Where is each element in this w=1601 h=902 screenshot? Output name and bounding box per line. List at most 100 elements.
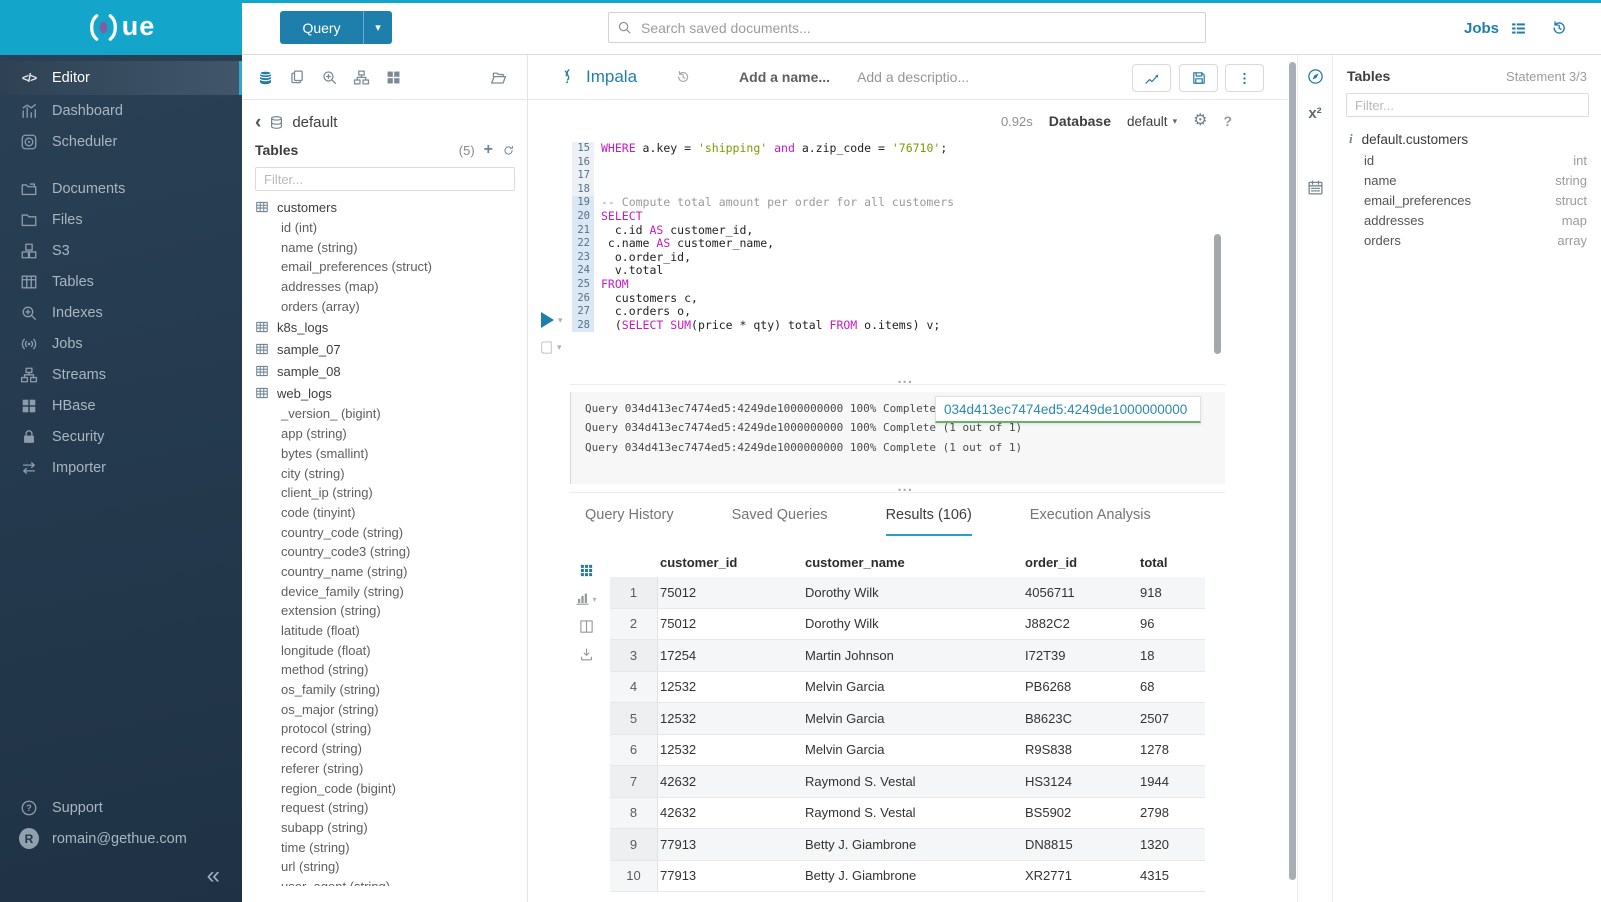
tab-execution-analysis[interactable]: Execution Analysis [1029,507,1151,523]
table-row[interactable]: sample_07 [255,338,527,360]
sidebar-item-files[interactable]: Files [0,204,242,235]
search-input[interactable] [639,18,1197,37]
sidebar-item-s3[interactable]: S3 [0,235,242,266]
column-item[interactable]: protocol (string) [281,721,372,737]
column-row[interactable]: id int [1333,150,1601,170]
query-name-field[interactable]: Add a name... [739,69,831,85]
presentation-mode-button[interactable]: ▾ [539,340,562,355]
column-row[interactable]: name string [1333,170,1601,190]
sidebar-collapse-button[interactable]: « [206,862,220,889]
column-header[interactable]: total [1140,554,1168,570]
column-item[interactable]: id (int) [281,220,318,235]
table-row[interactable]: 7 42632 Raymond S. Vestal HS3124 1944 [610,766,1205,798]
table-row[interactable]: k8s_logs [255,316,527,338]
column-header[interactable]: customer_id [660,554,738,570]
sidebar-user[interactable]: R romain@gethue.com [0,823,242,854]
sidebar-item-hbase[interactable]: HBase [0,390,242,421]
query-id-popover[interactable]: 034d413ec7474ed5:4249de1000000000 [935,396,1201,423]
column-item[interactable]: city (string) [281,465,345,481]
new-query-button[interactable]: Query ▾ [280,11,392,44]
column-item[interactable]: longitude (float) [281,642,371,658]
sidebar-item-scheduler[interactable]: Scheduler [0,126,242,157]
results-splitter[interactable]: ... [570,478,1225,495]
jobs-link[interactable]: Jobs [1463,19,1499,37]
table-row[interactable]: 2 75012 Dorothy Wilk J882C2 96 [610,608,1205,640]
right-filter-input[interactable] [1346,93,1589,117]
table-row[interactable]: 8 42632 Raymond S. Vestal BS5902 2798 [610,797,1205,829]
column-item[interactable]: country_code3 (string) [281,544,411,560]
editor-code[interactable]: WHERE a.key = 'shipping' and a.zip_code … [601,141,1203,332]
chartbars-icon[interactable]: ▾ [575,591,597,606]
splitter-handle-icon[interactable]: ... [897,478,914,495]
column-item[interactable]: _version_ (bigint) [281,406,381,422]
column-item[interactable]: code (tinyint) [281,504,356,520]
jobs-list-icon[interactable] [1510,20,1527,37]
save-button[interactable] [1179,64,1218,92]
column-item[interactable]: orders (array) [281,298,360,314]
active-table-name[interactable]: default.customers [1361,131,1469,147]
query-history-icon[interactable] [675,69,691,85]
query-button-label[interactable]: Query [302,19,341,36]
copy-icon[interactable] [289,69,306,86]
column-header[interactable]: order_id [1025,554,1078,570]
grid4-icon[interactable] [385,69,402,86]
column-row[interactable]: addresses map [1333,211,1601,231]
table-row[interactable]: web_logs [255,382,527,404]
column-row[interactable]: orders array [1333,231,1601,251]
sidebar-item-importer[interactable]: Importer [0,452,242,483]
column-item[interactable]: record (string) [281,741,362,757]
table-row[interactable]: 3 17254 Martin Johnson I72T39 18 [610,640,1205,672]
calendar-icon[interactable] [1307,179,1324,196]
tab-results-106-[interactable]: Results (106) [885,507,972,536]
grid9-icon[interactable] [579,563,594,578]
docs-icon[interactable]: undefined [1307,142,1324,159]
column-item[interactable]: name (string) [281,239,358,255]
column-item[interactable]: region_code (bigint) [281,780,396,796]
settings-gear-icon[interactable]: ⚙ [1193,112,1208,129]
refresh-icon[interactable] [502,144,515,157]
table-row[interactable]: 10 77913 Betty J. Giambrone XR2771 4315 [610,860,1205,892]
add-table-icon[interactable]: + [483,141,493,158]
main-scrollbar[interactable] [1289,62,1296,880]
column-item[interactable]: email_preferences (struct) [281,259,432,275]
sidebar-item-security[interactable]: Security [0,421,242,452]
column-item[interactable]: bytes (smallint) [281,445,369,461]
global-search[interactable] [608,12,1206,43]
tab-saved-queries[interactable]: Saved Queries [731,507,828,523]
column-item[interactable]: request (string) [281,800,369,816]
column-item[interactable]: app (string) [281,426,347,442]
sitemap-icon[interactable] [353,69,370,86]
execute-button[interactable]: ▾ [541,312,563,328]
db-icon[interactable] [257,69,274,86]
table-row[interactable]: 6 12532 Melvin Garcia R9S838 1278 [610,734,1205,766]
sidebar-item-streams[interactable]: Streams [0,359,242,390]
column-item[interactable]: device_family (string) [281,583,404,599]
tab-query-history[interactable]: Query History [585,507,674,523]
hue-logo[interactable]: ue [0,0,242,55]
column-item[interactable]: method (string) [281,662,369,678]
table-row[interactable]: sample_08 [255,360,527,382]
column-item[interactable]: referer (string) [281,760,364,776]
query-description-field[interactable]: Add a descriptio... [857,69,970,85]
table-row[interactable]: 1 75012 Dorothy Wilk 4056711 918 [610,577,1205,609]
column-header[interactable]: customer_name [805,554,905,570]
column-item[interactable]: time (string) [281,839,350,855]
database-select[interactable]: default ▾ [1127,113,1178,129]
column-item[interactable]: extension (string) [281,603,381,619]
column-item[interactable]: latitude (float) [281,623,360,638]
functions-icon[interactable]: x² [1308,105,1322,122]
column-item[interactable]: os_family (string) [281,682,380,698]
column-item[interactable]: user_agent (string) [255,877,527,886]
splitter-handle-icon[interactable]: ... [897,370,914,387]
execute-options-caret[interactable]: ▾ [558,314,563,325]
column-item[interactable]: os_major (string) [281,701,379,717]
column-item[interactable]: country_code (string) [281,524,404,540]
editor-scrollbar[interactable] [1214,234,1221,354]
engine-name[interactable]: Impala [586,67,638,86]
table-row[interactable]: 4 12532 Melvin Garcia PB6268 68 [610,671,1205,703]
zoomin-icon[interactable] [321,69,338,86]
query-dropdown-caret[interactable]: ▾ [363,11,392,44]
help-icon[interactable]: ? [1223,113,1232,129]
sidebar-item-jobs[interactable]: Jobs [0,328,242,359]
info-icon[interactable]: i [1349,131,1353,146]
